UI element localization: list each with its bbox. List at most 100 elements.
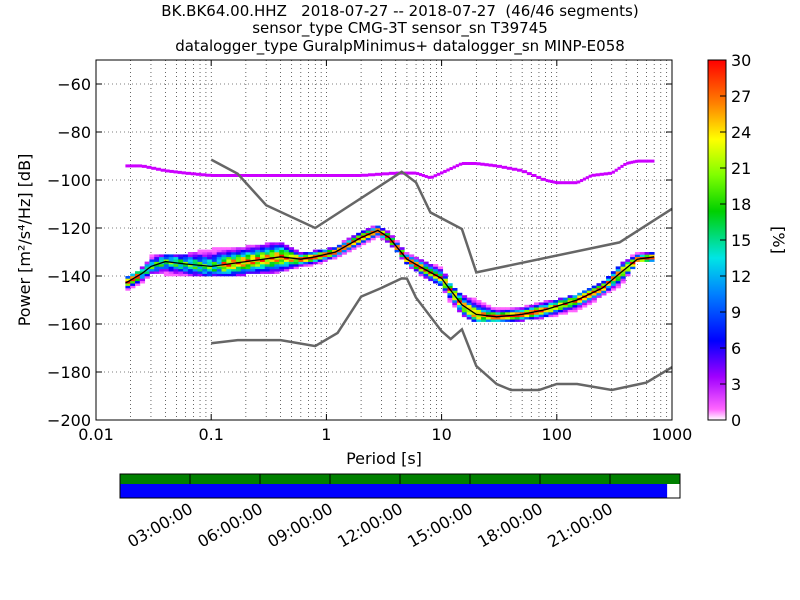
heatmap-cell bbox=[452, 290, 458, 294]
heatmap-cell bbox=[558, 307, 564, 310]
outlier-cell bbox=[458, 162, 463, 166]
heatmap-cell bbox=[351, 244, 357, 248]
outlier-cell bbox=[436, 172, 441, 176]
heatmap-cell bbox=[308, 259, 314, 262]
heatmap-cell bbox=[610, 288, 617, 291]
heatmap-cell bbox=[389, 244, 395, 248]
heatmap-cell bbox=[490, 312, 496, 315]
heatmap-cell bbox=[370, 237, 376, 241]
heatmap-cell bbox=[413, 266, 420, 270]
heatmap-cell bbox=[264, 268, 271, 272]
heatmap-cell bbox=[447, 285, 453, 289]
heatmap-cell bbox=[163, 254, 170, 258]
heatmap-cell bbox=[187, 259, 194, 262]
heatmap-cell bbox=[130, 278, 136, 282]
heatmap-cell bbox=[327, 247, 333, 250]
heatmap-cell bbox=[149, 266, 155, 270]
heatmap-cell bbox=[312, 261, 319, 265]
outlier-cell bbox=[579, 179, 584, 183]
heatmap-cell bbox=[288, 261, 295, 265]
heatmap-cell bbox=[543, 312, 549, 315]
heatmap-cell bbox=[514, 309, 520, 313]
heatmap-cell bbox=[135, 278, 141, 282]
heatmap-cell bbox=[336, 254, 343, 258]
heatmap-cell bbox=[615, 278, 621, 282]
heatmap-cell bbox=[529, 307, 535, 310]
heatmap-cell bbox=[437, 283, 444, 286]
heatmap-cell bbox=[240, 254, 246, 258]
heatmap-cell bbox=[505, 309, 511, 313]
heatmap-cell bbox=[562, 300, 569, 303]
heatmap-cell bbox=[332, 252, 338, 255]
heatmap-cell bbox=[231, 273, 237, 277]
heatmap-cell bbox=[644, 259, 650, 262]
heatmap-cell bbox=[187, 273, 194, 277]
heatmap-cell bbox=[562, 304, 569, 308]
heatmap-cell bbox=[341, 244, 347, 248]
heatmap-cell bbox=[490, 316, 496, 320]
outlier-cell bbox=[560, 181, 566, 185]
x-tick-label: 100 bbox=[542, 425, 573, 444]
heatmap-cell bbox=[235, 271, 242, 274]
outlier-cell bbox=[173, 170, 178, 174]
heatmap-cell bbox=[610, 285, 617, 289]
heatmap-cell bbox=[490, 307, 496, 310]
heatmap-cell bbox=[312, 249, 319, 253]
heatmap-cell bbox=[567, 297, 573, 301]
outlier-cell bbox=[388, 171, 397, 175]
heatmap-cell bbox=[433, 278, 439, 282]
outlier-cell bbox=[620, 164, 624, 168]
heatmap-cell bbox=[567, 309, 573, 313]
heatmap-cell bbox=[630, 266, 636, 270]
heatmap-cell bbox=[154, 271, 160, 274]
heatmap-cell bbox=[457, 304, 463, 308]
heatmap-cell bbox=[543, 309, 549, 313]
heatmap-cell bbox=[135, 276, 141, 279]
heatmap-cell bbox=[519, 316, 525, 320]
heatmap-cell bbox=[423, 266, 429, 270]
heatmap-cell bbox=[346, 237, 352, 241]
heatmap-cell bbox=[500, 309, 506, 313]
heatmap-cell bbox=[240, 259, 246, 262]
heatmap-cell bbox=[279, 249, 285, 253]
outlier-cell bbox=[333, 174, 341, 177]
time-tick-label: 15:00:00 bbox=[404, 499, 476, 551]
heatmap-cell bbox=[615, 268, 621, 272]
heatmap-cell bbox=[519, 312, 525, 315]
heatmap-cell bbox=[226, 266, 232, 270]
outlier-cell bbox=[232, 174, 240, 177]
heatmap-cell bbox=[250, 252, 256, 255]
heatmap-cell bbox=[264, 244, 271, 248]
heatmap-cell bbox=[457, 297, 463, 301]
heatmap-cell bbox=[476, 319, 482, 322]
heatmap-cell bbox=[582, 304, 588, 308]
heatmap-cell bbox=[649, 254, 655, 258]
heatmap-cell bbox=[197, 266, 203, 270]
heatmap-cell bbox=[264, 252, 271, 255]
heatmap-cell bbox=[639, 254, 645, 258]
heatmap-cell bbox=[428, 268, 434, 272]
heatmap-cell bbox=[173, 271, 179, 274]
heatmap-cell bbox=[466, 300, 472, 303]
heatmap-cell bbox=[211, 261, 218, 265]
outlier-cell bbox=[151, 166, 157, 170]
heatmap-cell bbox=[250, 254, 256, 258]
heatmap-cell bbox=[293, 252, 299, 255]
colorbar-tick-label: 15 bbox=[731, 231, 751, 250]
heatmap-cell bbox=[543, 302, 549, 306]
heatmap-cell bbox=[548, 309, 554, 313]
heatmap-cell bbox=[168, 256, 174, 260]
heatmap-cell bbox=[259, 259, 266, 262]
heatmap-cell bbox=[428, 276, 434, 279]
outlier-cell bbox=[547, 179, 551, 183]
heatmap-cell bbox=[461, 295, 468, 298]
heatmap-cell bbox=[264, 261, 271, 265]
heatmap-cell bbox=[274, 242, 280, 246]
heatmap-cell bbox=[139, 273, 146, 277]
heatmap-cell bbox=[245, 266, 251, 270]
heatmap-cell bbox=[404, 259, 410, 262]
outlier-cell bbox=[488, 163, 493, 167]
heatmap-cell bbox=[341, 252, 347, 255]
heatmap-cell bbox=[471, 316, 477, 320]
heatmap-cell bbox=[264, 247, 271, 250]
